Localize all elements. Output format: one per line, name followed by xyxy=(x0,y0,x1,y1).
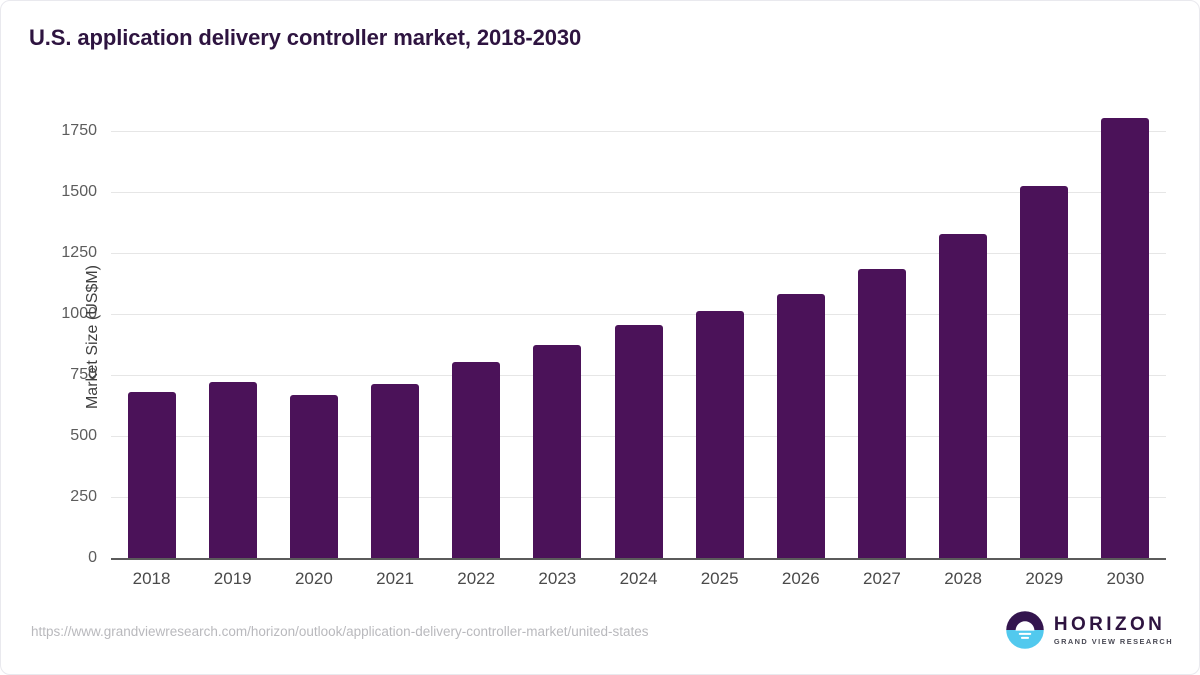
x-tick-label: 2020 xyxy=(294,569,333,588)
y-tick-label: 1000 xyxy=(61,305,97,323)
bar[interactable] xyxy=(452,361,501,558)
gridline xyxy=(111,192,1166,194)
brand-logo: HORIZON GRAND VIEW RESEARCH xyxy=(1005,610,1173,650)
x-tick-label: 2030 xyxy=(1106,569,1145,588)
y-tick-label: 250 xyxy=(70,488,97,506)
plot-area: 0 250 500 750 1000 1250 1500 1750 2018 2019 2020 2… xyxy=(61,101,1166,588)
bar[interactable] xyxy=(1101,117,1150,558)
brand-text: HORIZON GRAND VIEW RESEARCH xyxy=(1054,615,1173,645)
bar[interactable] xyxy=(776,294,825,558)
bar[interactable] xyxy=(127,391,176,558)
y-tick-label: 1750 xyxy=(61,122,97,140)
y-tick-label: 1500 xyxy=(61,183,97,201)
source-url[interactable]: https://www.grandviewresearch.com/horizo… xyxy=(31,624,649,639)
x-tick-label: 2024 xyxy=(619,569,658,588)
gridline xyxy=(111,314,1166,316)
x-tick-label: 2021 xyxy=(376,569,414,588)
bar[interactable] xyxy=(857,268,906,558)
x-tick-label: 2027 xyxy=(863,569,901,588)
page-title: U.S. application delivery controller mar… xyxy=(29,25,582,50)
bar-series xyxy=(111,101,1166,559)
horizon-logo-icon xyxy=(1006,611,1044,649)
x-tick-label: 2019 xyxy=(213,569,252,588)
bar[interactable] xyxy=(289,395,338,558)
y-tick-label: 750 xyxy=(70,366,97,384)
x-tick-label: 2025 xyxy=(700,569,739,588)
bar[interactable] xyxy=(614,324,663,558)
bar[interactable] xyxy=(371,384,420,558)
gridline xyxy=(111,131,1166,133)
x-tick-label: 2028 xyxy=(944,569,983,588)
bar[interactable] xyxy=(939,233,988,558)
y-tick-label: 0 xyxy=(88,549,97,566)
y-axis-title: Market Size (US$M) xyxy=(84,264,101,410)
y-tick-label: 1250 xyxy=(61,244,97,262)
y-tick-label: 500 xyxy=(70,427,97,445)
gridline xyxy=(111,253,1166,255)
chart-footer: https://www.grandviewresearch.com/horizo… xyxy=(1,602,1199,674)
brand-tagline: GRAND VIEW RESEARCH xyxy=(1053,636,1173,646)
x-tick-label: 2018 xyxy=(132,569,171,588)
x-tick-label: 2026 xyxy=(781,569,820,588)
bar[interactable] xyxy=(208,381,257,558)
bar[interactable] xyxy=(1020,185,1069,558)
x-tick-label: 2029 xyxy=(1025,569,1064,588)
x-tick-label: 2023 xyxy=(538,569,577,588)
bar[interactable] xyxy=(533,344,582,558)
brand-name: HORIZON xyxy=(1053,613,1166,635)
bar[interactable] xyxy=(695,311,744,558)
x-axis-baseline xyxy=(111,558,1166,560)
x-tick-label: 2022 xyxy=(457,569,496,588)
